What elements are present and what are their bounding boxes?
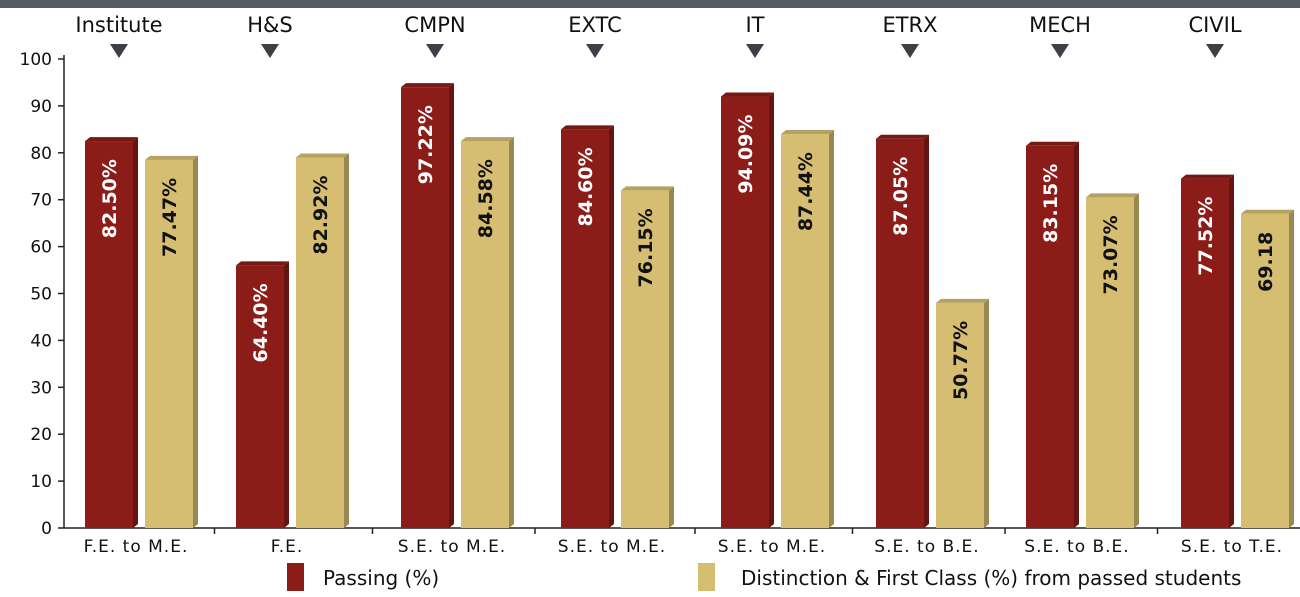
bar-data-label: 97.22% [415, 105, 437, 184]
bar-series2-side [984, 299, 989, 528]
bar-series2-top [296, 153, 349, 157]
down-triangle-icon [901, 44, 919, 58]
bar-series1-side [449, 83, 454, 528]
down-triangle-icon [586, 44, 604, 58]
x-category-label: S.E. to B.E. [874, 537, 979, 557]
bar-series1-top [236, 261, 289, 265]
bar-series1-side [769, 93, 774, 528]
down-triangle-icon [426, 44, 444, 58]
bar-data-label: 50.77% [950, 321, 972, 400]
x-category-label: S.E. to T.E. [1181, 537, 1283, 557]
department-label: ETRX [882, 13, 937, 37]
department-label: H&S [247, 13, 293, 37]
bar-series2-side [1289, 210, 1294, 528]
bar-data-label: 82.50% [99, 159, 121, 238]
bar-data-label: 69.18 [1255, 232, 1277, 292]
bar-series2-side [829, 130, 834, 528]
legend-label-passing: Passing (%) [323, 566, 439, 590]
legend-label-distinction: Distinction & First Class (%) from passe… [741, 566, 1241, 590]
down-triangle-icon [110, 44, 128, 58]
bar-series2-top [936, 299, 989, 303]
bar-series1-top [561, 125, 614, 129]
bar-series2-side [509, 137, 514, 528]
department-label: CIVIL [1188, 13, 1241, 37]
bar-data-label: 77.52% [1195, 197, 1217, 276]
bar-series1-side [1074, 142, 1079, 528]
department-label: MECH [1029, 13, 1091, 37]
department-label: IT [745, 13, 764, 37]
down-triangle-icon [261, 44, 279, 58]
y-tick-label: 30 [30, 378, 52, 398]
bar-data-label: 73.07% [1100, 215, 1122, 294]
legend-swatch-distinction [698, 563, 715, 591]
bar-data-label: 84.58% [475, 159, 497, 238]
legend-swatch-passing [287, 563, 304, 591]
x-category-label: F.E. to M.E. [84, 537, 189, 557]
x-category-label: F.E. [271, 537, 304, 557]
bar-series1-top [1181, 175, 1234, 179]
bar-series1-top [85, 137, 138, 141]
down-triangle-icon [1051, 44, 1069, 58]
bar-series1-side [1229, 175, 1234, 528]
y-tick-label: 80 [30, 144, 52, 164]
bar-series1-top [1026, 142, 1079, 146]
bar-series2-side [344, 153, 349, 528]
bar-data-label: 84.60% [575, 147, 597, 226]
down-triangle-icon [746, 44, 764, 58]
y-tick-label: 40 [30, 331, 52, 351]
bar-data-label: 82.92% [310, 175, 332, 254]
y-tick-label: 0 [41, 519, 52, 539]
bar-data-label: 76.15% [635, 208, 657, 287]
y-tick-label: 10 [30, 472, 52, 492]
bar-data-label: 64.40% [250, 283, 272, 362]
y-tick-label: 100 [20, 50, 52, 70]
bar-series2-top [145, 156, 198, 160]
bar-series1-side [609, 125, 614, 528]
top-band [0, 0, 1300, 8]
bar-data-label: 87.44% [795, 152, 817, 231]
bar-series2-side [1134, 193, 1139, 528]
bar-series2-top [1086, 193, 1139, 197]
y-tick-label: 20 [30, 425, 52, 445]
down-triangle-icon [1206, 44, 1224, 58]
bar-series2-side [669, 186, 674, 528]
bar-series1-side [133, 137, 138, 528]
x-category-label: S.E. to M.E. [398, 537, 506, 557]
bar-series2-side [193, 156, 198, 528]
y-tick-label: 90 [30, 97, 52, 117]
y-tick-label: 70 [30, 191, 52, 211]
x-category-label: S.E. to B.E. [1024, 537, 1129, 557]
x-category-label: S.E. to M.E. [558, 537, 666, 557]
bar-series2-top [1241, 210, 1294, 214]
department-label: EXTC [568, 13, 622, 37]
bar-series2-top [781, 130, 834, 134]
bar-series2-top [461, 137, 514, 141]
bar-data-label: 77.47% [159, 178, 181, 257]
department-label: CMPN [404, 13, 465, 37]
x-category-label: S.E. to M.E. [718, 537, 826, 557]
department-label: Institute [75, 13, 162, 37]
bar-data-label: 83.15% [1040, 164, 1062, 243]
bar-series1-top [721, 93, 774, 97]
bar-series1-side [284, 261, 289, 528]
bar-series1-side [924, 135, 929, 528]
y-tick-label: 60 [30, 238, 52, 258]
bar-data-label: 94.09% [735, 115, 757, 194]
bar-data-label: 87.05% [890, 157, 912, 236]
bar-series1-top [401, 83, 454, 87]
bar-series1-top [876, 135, 929, 139]
bar-series2-top [621, 186, 674, 190]
y-tick-label: 50 [30, 285, 52, 305]
